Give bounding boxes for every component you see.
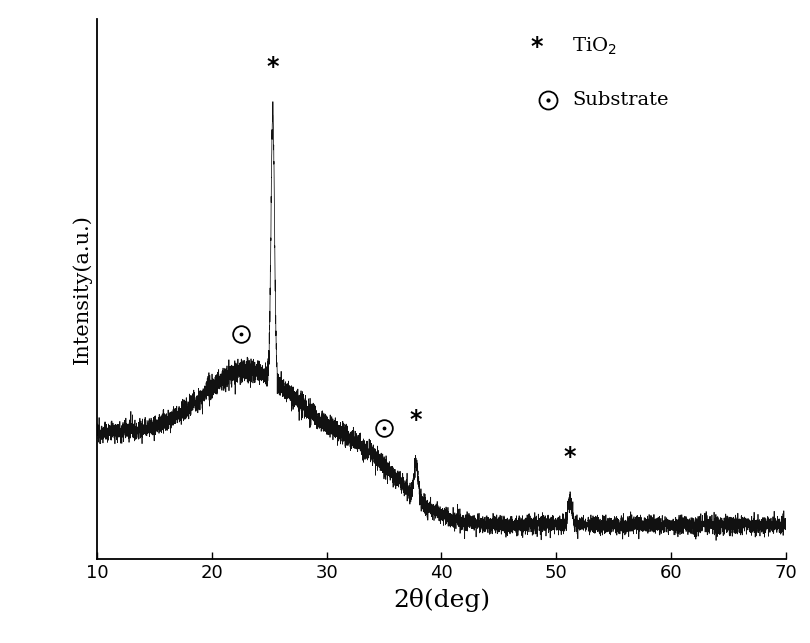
Text: Substrate: Substrate xyxy=(572,91,669,109)
Text: TiO$_2$: TiO$_2$ xyxy=(572,35,617,57)
Text: *: * xyxy=(410,408,423,433)
Text: *: * xyxy=(531,35,544,60)
Text: *: * xyxy=(266,55,279,79)
Y-axis label: Intensity(a.u.): Intensity(a.u.) xyxy=(72,214,92,365)
Text: *: * xyxy=(564,445,576,469)
X-axis label: 2θ(deg): 2θ(deg) xyxy=(393,588,490,612)
